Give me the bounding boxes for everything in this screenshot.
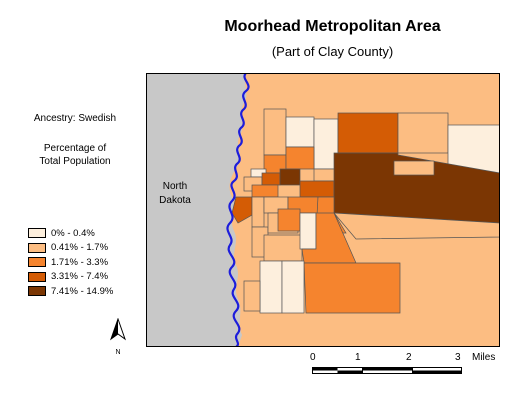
tract — [313, 168, 337, 182]
legend-item: 0.41% - 1.7% — [28, 241, 113, 256]
scale-tick-label: 1 — [355, 352, 361, 363]
ancestry-label: Ancestry: Swedish — [33, 113, 117, 124]
legend-swatch — [28, 242, 46, 253]
north-dakota-area — [146, 73, 247, 347]
map-title: Moorhead Metropolitan Area — [224, 18, 441, 35]
choropleth-map — [146, 73, 500, 347]
legend-swatch — [28, 271, 46, 282]
north-arrow: N — [108, 317, 128, 356]
tract — [299, 212, 317, 250]
tract — [279, 168, 301, 186]
tract — [261, 172, 281, 186]
area-label-line1: North — [162, 181, 188, 192]
tract — [337, 112, 399, 154]
tract — [243, 280, 261, 312]
legend-label: 0% - 0.4% — [51, 227, 95, 239]
tract — [285, 116, 315, 148]
legend-item: 7.41% - 14.9% — [28, 284, 113, 299]
legend-item: 0% - 0.4% — [28, 226, 113, 241]
north-arrow-label: N — [115, 349, 121, 356]
legend: 0% - 0.4% 0.41% - 1.7% 1.71% - 3.3% 3.31… — [28, 226, 113, 299]
scale-tick-label: 2 — [406, 352, 412, 363]
tract — [263, 108, 287, 156]
tract — [333, 212, 500, 240]
red-river — [226, 73, 250, 347]
tract — [231, 196, 253, 224]
north-arrow-icon — [110, 317, 126, 341]
tract — [259, 260, 283, 314]
tract — [281, 260, 305, 314]
tract — [393, 160, 435, 176]
tract — [397, 112, 449, 154]
tract — [303, 262, 401, 314]
legend-label: 0.41% - 1.7% — [51, 242, 109, 254]
census-tracts — [231, 108, 500, 314]
map-subtitle: (Part of Clay County) — [271, 44, 394, 59]
scale-bar-graphic — [312, 367, 462, 374]
measure-label-line1: Percentage of — [43, 143, 107, 154]
tract — [251, 196, 265, 228]
legend-label: 1.71% - 3.3% — [51, 256, 109, 268]
legend-label: 7.41% - 14.9% — [51, 285, 114, 297]
tract — [299, 180, 335, 198]
measure-label-line2: Total Population — [39, 156, 111, 167]
scale-bar: 0 1 2 3 Miles — [300, 346, 520, 380]
legend-swatch — [28, 257, 46, 268]
tract — [285, 146, 315, 170]
scale-tick-label: 0 — [310, 352, 316, 363]
tract — [251, 184, 279, 198]
tract — [263, 234, 303, 262]
legend-item: 1.71% - 3.3% — [28, 255, 113, 270]
legend-label: 3.31% - 7.4% — [51, 271, 109, 283]
legend-swatch — [28, 286, 46, 297]
area-label-line2: Dakota — [159, 195, 191, 206]
scale-unit-label: Miles — [472, 352, 496, 363]
tract — [277, 208, 301, 232]
map-frame — [146, 73, 500, 347]
legend-item: 3.31% - 7.4% — [28, 270, 113, 285]
scale-tick-label: 3 — [455, 352, 461, 363]
legend-swatch — [28, 228, 46, 239]
